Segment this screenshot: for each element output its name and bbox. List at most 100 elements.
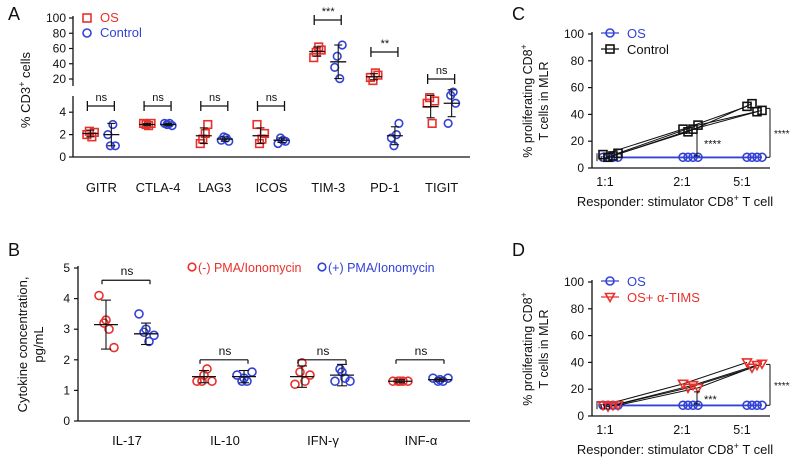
- data-point: [252, 119, 262, 130]
- annotation-label: ****: [774, 381, 790, 392]
- y-tick-label: 4: [63, 292, 70, 306]
- x-tick-label: IL-17: [112, 433, 142, 448]
- data-point: [109, 342, 119, 353]
- legend-marker: [82, 13, 92, 23]
- data-point: [692, 383, 704, 394]
- data-point: [144, 336, 154, 347]
- legend-marker: [604, 292, 616, 304]
- data-point: [309, 53, 319, 63]
- data-point: [688, 400, 698, 411]
- legend-marker: [605, 44, 615, 54]
- data-point: [678, 152, 688, 163]
- y-tick-label: 80: [53, 26, 67, 40]
- y-tick-label: 3: [63, 322, 70, 336]
- panel-label-d: D: [512, 240, 525, 260]
- significance-label: ns: [96, 92, 108, 104]
- y-tick-label: 40: [571, 355, 585, 369]
- significance-label: ns: [415, 344, 428, 358]
- data-point: [598, 149, 608, 160]
- legend-label: OS+ α-TIMS: [627, 290, 700, 305]
- y-tick-label: 20: [53, 72, 67, 86]
- y-tick-label: 60: [571, 81, 585, 95]
- x-tick-label: TIM-3: [311, 180, 345, 195]
- y-tick-label: 0: [59, 150, 66, 164]
- data-point: [742, 101, 752, 112]
- data-point: [683, 127, 693, 137]
- series-line: [612, 364, 758, 406]
- y-tick-label: 2: [63, 353, 70, 367]
- data-point: [373, 70, 383, 80]
- data-point: [678, 124, 688, 134]
- data-point: [741, 358, 753, 369]
- data-point: [330, 62, 340, 73]
- x-tick-label: PD-1: [370, 180, 400, 195]
- data-point: [295, 367, 305, 377]
- data-point: [305, 370, 315, 380]
- data-point: [688, 152, 698, 163]
- x-tick-label: 2:1: [673, 423, 690, 437]
- data-point: [345, 376, 355, 387]
- data-point: [608, 151, 618, 161]
- data-point: [94, 290, 104, 301]
- data-point: [751, 360, 763, 372]
- series-line: [612, 111, 758, 157]
- data-point: [207, 376, 217, 387]
- significance-label: **: [381, 38, 390, 50]
- panel-label-c: C: [512, 4, 525, 24]
- significance-label: ns: [266, 92, 278, 104]
- data-point: [687, 380, 699, 392]
- data-point: [693, 152, 703, 163]
- y-tick-label: 100: [564, 27, 584, 41]
- y-axis-label: T cells in MLR: [537, 310, 551, 389]
- significance-label: ns: [152, 92, 164, 104]
- data-point: [134, 309, 144, 319]
- data-point: [203, 119, 213, 130]
- y-tick-label: 100: [46, 11, 66, 25]
- y-axis-label: T cells in MLR: [537, 62, 551, 141]
- annotation-label: ns: [600, 153, 611, 164]
- series-line: [617, 363, 763, 406]
- significance-label: ***: [322, 6, 336, 18]
- y-axis-label: % CD3+ cells: [17, 51, 33, 128]
- panel-label-b: B: [8, 240, 20, 260]
- x-axis-label: Responder: stimulator CD8+ T cell: [577, 441, 773, 457]
- annotation-label: ***: [704, 394, 718, 406]
- legend-label: Control: [100, 25, 142, 40]
- data-point: [311, 47, 321, 57]
- data-point: [422, 98, 432, 108]
- data-point: [602, 402, 614, 413]
- data-point: [389, 141, 399, 151]
- x-tick-label: GITR: [86, 180, 117, 195]
- y-axis-label: Cytokine concentration,: [15, 277, 30, 413]
- x-tick-label: TIGIT: [425, 180, 458, 195]
- x-tick-label: IL-10: [210, 433, 240, 448]
- data-point: [742, 400, 752, 411]
- data-point: [756, 359, 768, 370]
- data-point: [332, 51, 342, 61]
- legend-marker: [605, 28, 615, 38]
- x-axis-label: Responder: stimulator CD8+ T cell: [577, 193, 773, 209]
- data-point: [678, 400, 688, 411]
- y-tick-label: 1: [63, 383, 70, 397]
- x-tick-label: 1:1: [596, 175, 613, 189]
- legend-marker: [187, 262, 197, 272]
- legend-label: (-) PMA/Ionomycin: [198, 261, 302, 275]
- y-tick-label: 100: [564, 275, 584, 289]
- data-point: [330, 376, 340, 387]
- annotation-label: ****: [704, 139, 722, 151]
- y-tick-label: 40: [571, 107, 585, 121]
- legend-label: (+) PMA/Ionomycin: [328, 261, 435, 275]
- data-point: [683, 400, 693, 411]
- y-tick-label: 60: [571, 329, 585, 343]
- x-tick-label: 2:1: [673, 175, 690, 189]
- legend-label: OS: [627, 26, 646, 41]
- series-line: [602, 105, 748, 156]
- data-point: [746, 363, 758, 374]
- legend-label: Control: [627, 42, 669, 57]
- y-axis-label: pg/mL: [31, 326, 46, 362]
- significance-label: ns: [436, 65, 448, 77]
- x-tick-label: IFN-γ: [307, 433, 339, 448]
- legend-label: OS: [100, 10, 119, 25]
